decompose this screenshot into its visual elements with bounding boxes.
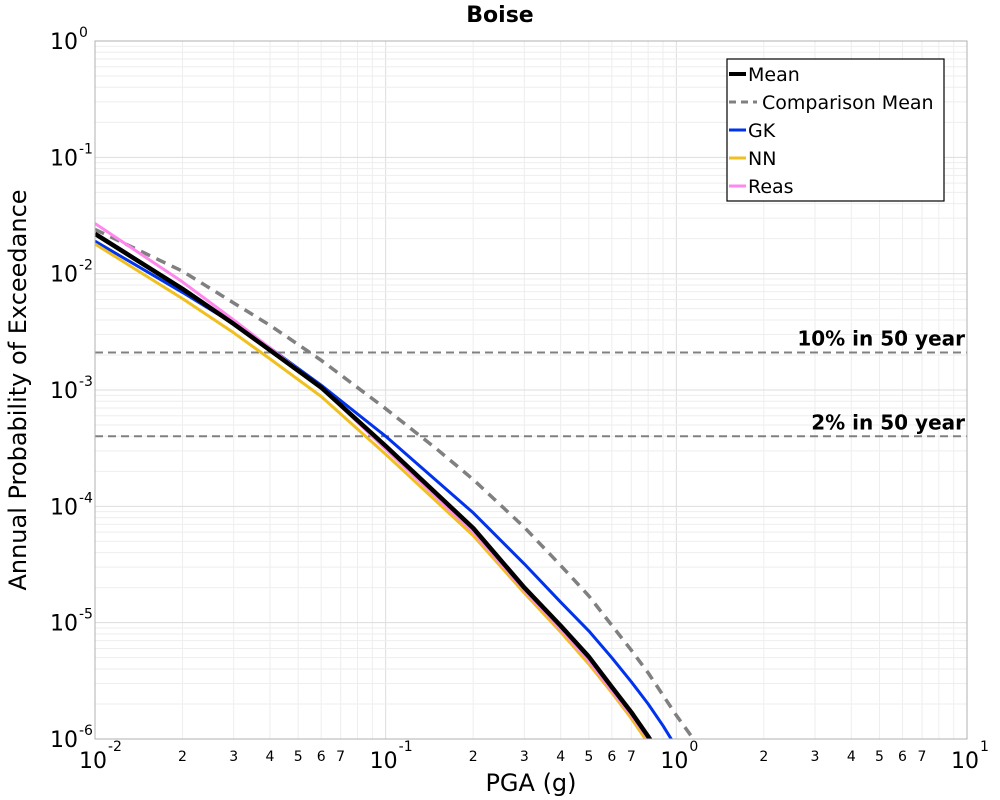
x-minor-tick-label: 7 (627, 749, 636, 765)
y-tick-base: 10 (50, 30, 78, 55)
legend-entry-label: NN (748, 148, 776, 170)
x-minor-tick-label: 4 (556, 749, 565, 765)
x-tick-label: 10-1 (370, 739, 413, 774)
y-tick-exponent: -2 (79, 258, 93, 274)
x-minor-tick-label: 5 (294, 749, 303, 765)
y-tick-base: 10 (50, 379, 78, 404)
series-line-comparison-mean (95, 227, 696, 739)
x-tick-label: 10-2 (79, 739, 122, 774)
reference-line-label: 10% in 50 year (797, 327, 965, 351)
x-minor-tick-label: 6 (898, 749, 907, 765)
legend-entry-label: Reas (748, 176, 794, 198)
reference-line-label: 2% in 50 year (811, 410, 965, 434)
x-minor-tick-label: 6 (607, 749, 616, 765)
x-tick-label: 101 (951, 739, 989, 774)
y-tick-base: 10 (50, 728, 78, 753)
y-tick-base: 10 (50, 612, 78, 637)
x-axis-label: PGA (g) (485, 769, 576, 797)
series-line-reas (95, 222, 650, 739)
legend-entry-label: Mean (748, 64, 800, 86)
y-tick-exponent: -5 (79, 607, 93, 623)
x-minor-tick-label: 3 (229, 749, 238, 765)
x-tick-exponent: -1 (399, 739, 413, 755)
x-minor-tick-label: 2 (178, 749, 187, 765)
x-minor-tick-label: 6 (317, 749, 326, 765)
x-minor-tick-label: 5 (584, 749, 593, 765)
legend: Mean Comparison Mean GK NN Reas (726, 58, 945, 202)
x-tick-label: 100 (660, 739, 698, 774)
chart-title: Boise (466, 3, 533, 28)
series-line-nn (95, 242, 648, 739)
x-minor-tick-label: 7 (918, 749, 927, 765)
x-minor-tick-label: 4 (266, 749, 275, 765)
y-tick-label: 10 -5 (50, 607, 93, 637)
y-tick-label: 10 -2 (50, 258, 93, 288)
x-minor-tick-label: 5 (875, 749, 884, 765)
x-minor-tick-label: 3 (811, 749, 820, 765)
series-line-mean (95, 231, 653, 739)
x-tick-exponent: 0 (689, 739, 698, 755)
x-tick-base: 10 (370, 749, 398, 774)
x-minor-tick-label: 2 (759, 749, 768, 765)
legend-entry-label: GK (748, 120, 776, 142)
y-tick-label: 10 0 (50, 25, 88, 55)
series-layer (95, 222, 696, 739)
y-tick-label: 10 -3 (50, 374, 93, 404)
y-tick-base: 10 (50, 263, 78, 288)
x-minor-tick-label: 4 (847, 749, 856, 765)
x-tick-exponent: -2 (108, 739, 122, 755)
x-tick-base: 10 (79, 749, 107, 774)
plot-frame (94, 40, 968, 740)
x-minor-tick-label: 2 (469, 749, 478, 765)
y-tick-base: 10 (50, 495, 78, 520)
y-tick-exponent: -6 (79, 723, 93, 739)
y-tick-exponent: -1 (79, 141, 93, 157)
y-tick-label: 10 -1 (50, 141, 93, 171)
grid (94, 41, 967, 740)
x-minor-tick-label: 3 (520, 749, 529, 765)
y-axis-label: Annual Probability of Exceedance (4, 189, 32, 590)
legend-box (726, 58, 945, 202)
y-tick-exponent: -3 (79, 374, 93, 390)
x-tick-base: 10 (660, 749, 688, 774)
y-tick-exponent: 0 (79, 25, 88, 41)
legend-entry-label: Comparison Mean (762, 92, 934, 114)
y-tick-label: 10 -6 (50, 723, 93, 753)
x-minor-tick-label: 7 (336, 749, 345, 765)
y-tick-exponent: -4 (79, 490, 93, 506)
y-tick-label: 10 -4 (50, 490, 93, 520)
reference-lines: 10% in 50 year 2% in 50 year (95, 327, 967, 438)
y-tick-base: 10 (50, 146, 78, 171)
x-tick-exponent: 1 (980, 739, 989, 755)
x-tick-base: 10 (951, 749, 979, 774)
